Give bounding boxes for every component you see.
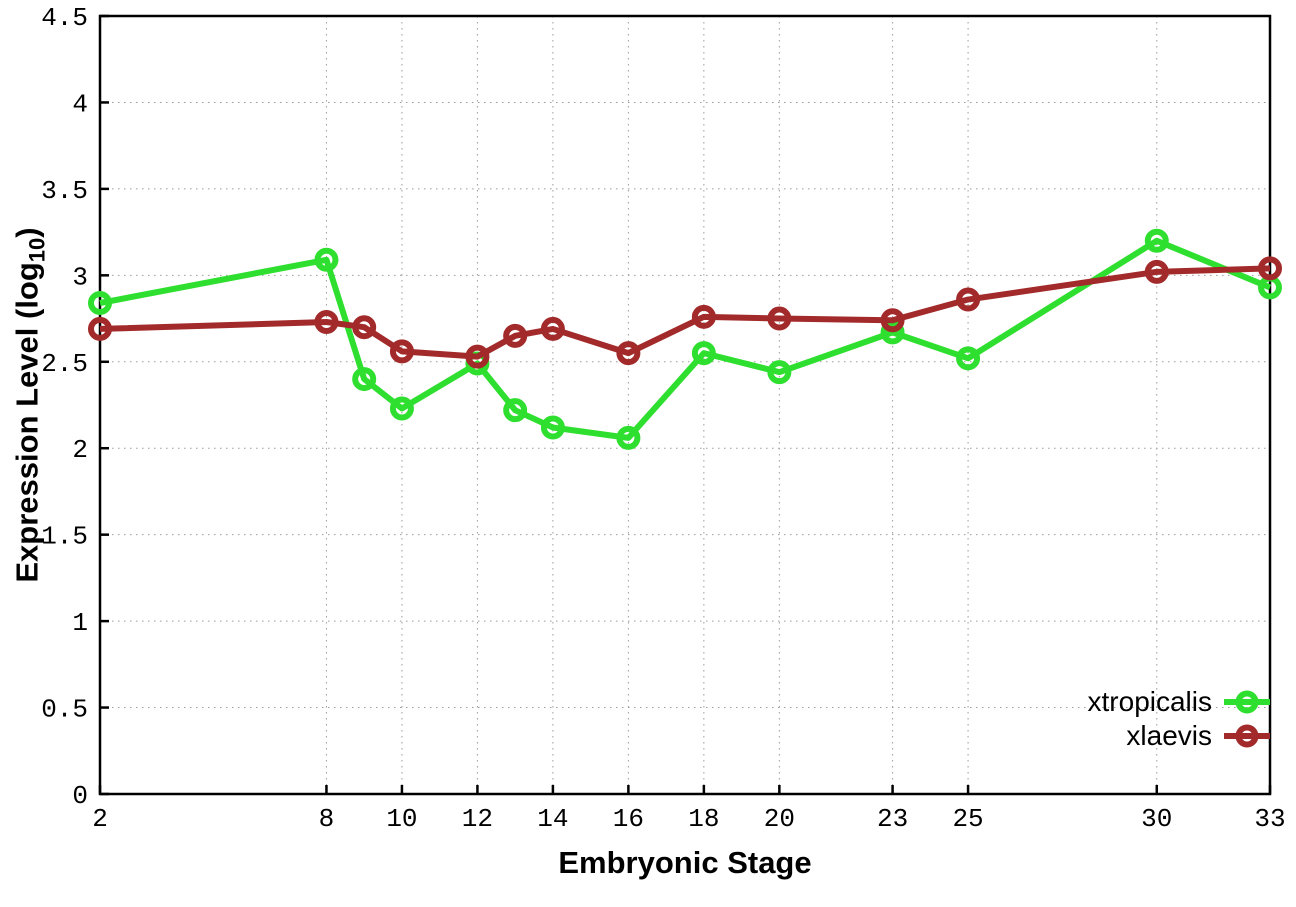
y-tick-label: 1.5 <box>41 522 88 552</box>
data-point-xtropicalis <box>389 396 414 421</box>
x-tick-label: 25 <box>952 804 983 834</box>
y-tick-label: 3.5 <box>41 176 88 206</box>
legend: xtropicalis xlaevis <box>1088 686 1270 751</box>
x-tick-label: 20 <box>764 804 795 834</box>
legend-item-xlaevis: xlaevis <box>1126 720 1270 751</box>
data-point-xlaevis <box>1144 259 1169 284</box>
y-axis-title: Expression Level (log10) <box>9 227 50 582</box>
data-point-xlaevis <box>1258 256 1282 281</box>
y-tick-label: 2.5 <box>41 349 88 379</box>
series-line-xlaevis <box>99 265 1271 360</box>
x-tick-label: 33 <box>1254 804 1285 834</box>
data-point-xtropicalis <box>540 415 565 440</box>
data-point-xlaevis <box>956 287 981 312</box>
data-point-xlaevis <box>465 344 490 369</box>
y-axis-title-text: Expression Level (log <box>9 262 45 583</box>
x-tick-label: 18 <box>688 804 719 834</box>
series-line-xtropicalis <box>99 237 1272 441</box>
x-tick-label: 23 <box>877 804 908 834</box>
data-point-xlaevis <box>389 339 414 364</box>
x-axis-title: Embryonic Stage <box>558 845 812 880</box>
data-point-xtropicalis <box>691 341 716 366</box>
x-tick-label: 12 <box>462 804 493 834</box>
data-point-xtropicalis <box>352 367 377 392</box>
legend-label: xlaevis <box>1126 719 1212 751</box>
y-axis-title-subscript: 10 <box>24 237 50 263</box>
data-point-xlaevis <box>88 316 112 341</box>
data-point-xlaevis <box>540 316 565 341</box>
x-tick-label: 30 <box>1141 804 1172 834</box>
data-point-xlaevis <box>767 306 792 331</box>
data-point-xtropicalis <box>1144 228 1169 253</box>
x-tick-label: 14 <box>537 804 568 834</box>
data-point-xtropicalis <box>314 247 339 272</box>
x-tick-label: 10 <box>386 804 417 834</box>
x-tick-label: 2 <box>92 804 108 834</box>
y-tick-label: 3 <box>72 262 88 292</box>
data-point-xlaevis <box>352 315 377 340</box>
data-point-xtropicalis <box>616 425 641 450</box>
data-point-xlaevis <box>503 323 528 348</box>
y-tick-label: 4.5 <box>41 3 88 33</box>
legend-item-xtropicalis: xtropicalis <box>1088 686 1270 717</box>
data-point-xlaevis <box>691 304 716 329</box>
legend-label: xtropicalis <box>1087 685 1212 717</box>
y-tick-label: 0.5 <box>41 695 88 725</box>
y-tick-label: 1 <box>72 608 88 638</box>
data-point-xlaevis <box>314 310 339 335</box>
legend-sample-icon <box>1224 690 1270 713</box>
plot-border <box>98 14 1272 796</box>
y-axis-title-suffix: ) <box>9 227 45 238</box>
y-tick-label: 0 <box>72 781 88 811</box>
y-tick-label: 4 <box>72 89 88 119</box>
data-point-xtropicalis <box>956 346 981 371</box>
x-tick-label: 8 <box>319 804 335 834</box>
x-tick-label: 16 <box>613 804 644 834</box>
data-point-xtropicalis <box>880 320 905 345</box>
data-point-xtropicalis <box>503 398 528 423</box>
data-point-xtropicalis <box>88 290 112 315</box>
legend-sample-icon <box>1224 724 1270 747</box>
data-point-xlaevis <box>616 341 641 366</box>
y-tick-label: 2 <box>72 435 88 465</box>
data-point-xlaevis <box>880 308 905 333</box>
data-point-xtropicalis <box>767 360 792 385</box>
